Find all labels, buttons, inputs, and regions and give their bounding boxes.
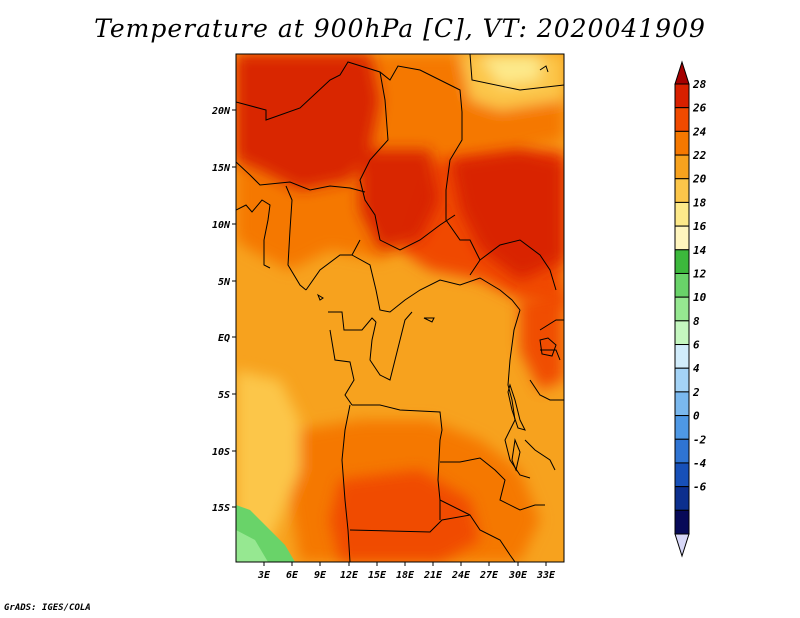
colorbar-label: 24 [692, 125, 707, 138]
colorbar-box [674, 320, 690, 346]
colorbar-box [674, 130, 690, 156]
colorbar-box [674, 201, 690, 227]
colorbar-box [674, 509, 690, 535]
colorbar-label: 14 [693, 244, 707, 257]
lat-label-10s: 10S [212, 447, 230, 458]
colorbar-box [674, 367, 690, 393]
colorbar-label: 2 [692, 386, 700, 399]
lat-label-5n: 5N [218, 277, 231, 288]
colorbar-box [674, 225, 690, 251]
lat-label-20n: 20N [211, 106, 231, 117]
colorbar-label: 4 [693, 362, 700, 375]
lon-label-27e: 27E [479, 570, 499, 581]
colorbar-label: 18 [693, 196, 707, 209]
colorbar-label: 10 [693, 291, 707, 304]
lon-label-24e: 24E [451, 570, 471, 581]
lon-label-30e: 30E [508, 570, 528, 581]
latitude-axis [232, 109, 236, 508]
colorbar-box [674, 486, 690, 511]
lon-label-6e: 6E [286, 570, 299, 581]
colorbar-box [674, 249, 690, 274]
colorbar-label: 12 [693, 267, 707, 280]
country-borders [236, 54, 564, 562]
colorbar-label: 8 [693, 315, 700, 328]
colorbar-box [674, 178, 690, 203]
lat-label-5s: 5S [218, 390, 230, 401]
colorbar-box [674, 462, 690, 488]
colorbar-box [674, 107, 690, 132]
colorbar-bottom-triangle [674, 533, 690, 558]
colorbar-box [674, 154, 690, 180]
colorbar-label: -4 [693, 457, 707, 470]
chart-title: Temperature at 900hPa [C], VT: 202004190… [94, 14, 706, 43]
lon-label-21e: 21E [423, 570, 443, 581]
colorbar-label: 6 [693, 339, 700, 352]
lat-label-15n: 15N [212, 163, 231, 174]
lon-label-18e: 18E [396, 570, 415, 581]
colorbar-top-triangle [674, 60, 690, 85]
colorbar-label: 0 [693, 410, 700, 423]
map-frame [235, 53, 565, 563]
colorbar-box [674, 296, 690, 322]
lat-label-15s: 15S [212, 503, 230, 514]
longitude-axis [263, 562, 547, 566]
colorbar-box [674, 415, 690, 440]
colorbar-box [674, 83, 690, 109]
credit-label: GrADS: IGES/COLA [4, 603, 91, 613]
colorbar-label: 26 [692, 102, 707, 115]
colorbar-label: 22 [692, 149, 707, 162]
colorbar-box [674, 391, 690, 417]
colorbar-label: -6 [693, 481, 707, 494]
colorbar-label: -2 [693, 433, 707, 446]
lon-label-33e: 33E [536, 570, 556, 581]
lat-label-eq: EQ [218, 333, 230, 344]
lon-label-9e: 9E [314, 570, 327, 581]
colorbar-label: 20 [692, 173, 707, 186]
colorbar-label: 16 [693, 220, 707, 233]
colorbar-label: 28 [692, 78, 707, 91]
lat-label-10n: 10N [212, 220, 231, 231]
lon-label-12e: 12E [340, 570, 359, 581]
temperature-field [236, 54, 564, 562]
colorbar-box [674, 438, 690, 464]
colorbar-box [674, 272, 690, 298]
lon-label-15e: 15E [368, 570, 387, 581]
lon-label-3e: 3E [257, 570, 271, 581]
colorbar-box [674, 344, 690, 369]
